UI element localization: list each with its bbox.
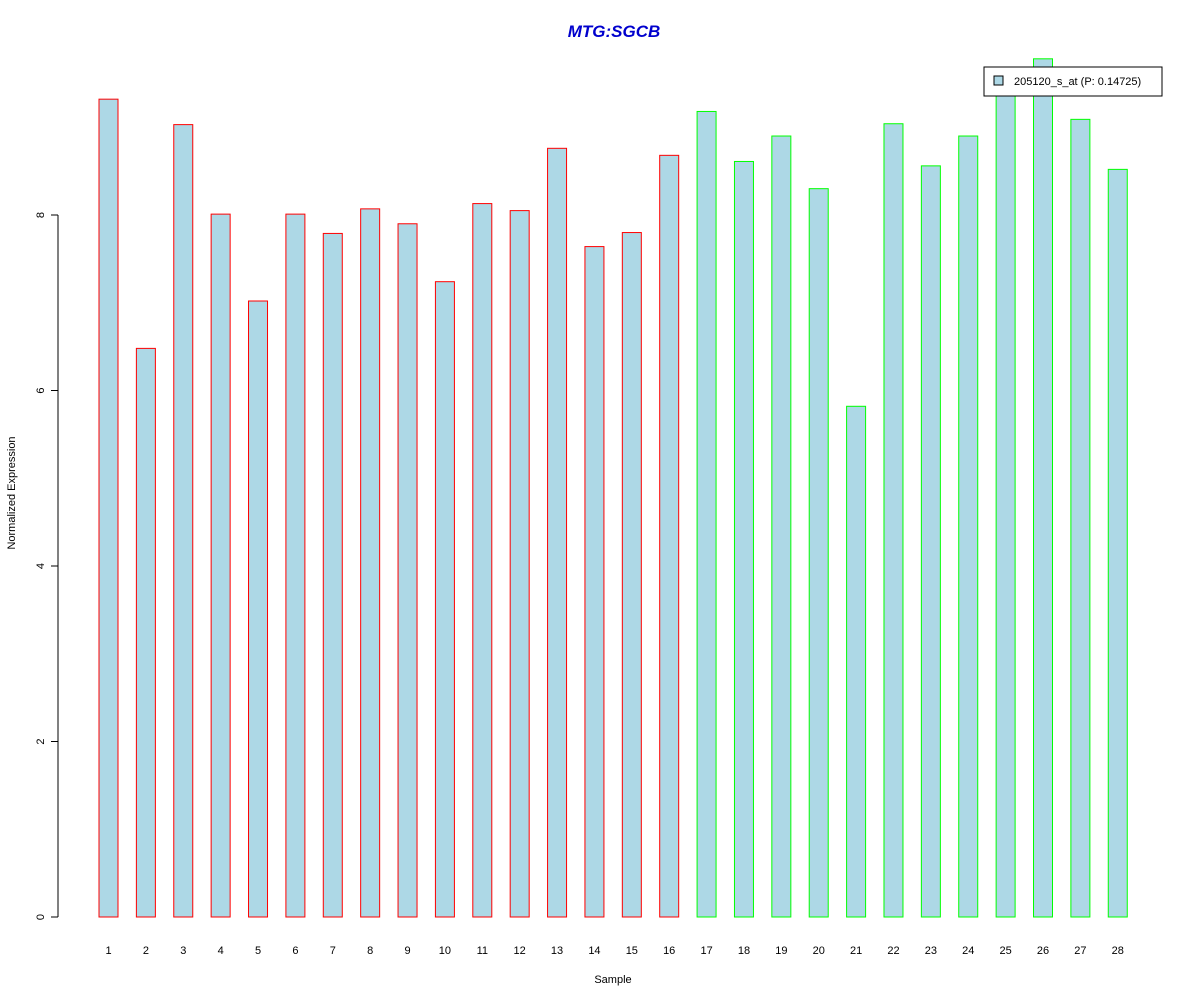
x-tick-label: 4 (218, 945, 224, 957)
bar-sample-9 (397, 223, 418, 918)
x-tick-label: 5 (255, 945, 261, 957)
bar-sample-20 (808, 188, 829, 918)
x-tick-label: 3 (180, 945, 186, 957)
y-tick-label: 0 (35, 914, 47, 920)
y-axis-label: Normalized Expression (6, 436, 18, 549)
bar-sample-1 (98, 98, 119, 918)
bar-sample-6 (285, 213, 306, 918)
x-tick-label: 28 (1112, 945, 1124, 957)
bar-sample-4 (210, 213, 231, 918)
y-tick-label: 8 (35, 212, 47, 218)
bar-sample-23 (920, 165, 941, 918)
y-tick-label: 4 (35, 563, 47, 569)
bar-sample-12 (509, 210, 530, 918)
legend-entry: 205120_s_at (P: 0.14725) (1014, 76, 1141, 88)
bar-sample-18 (733, 160, 754, 918)
bar-sample-19 (771, 135, 792, 918)
x-tick-label: 25 (999, 945, 1011, 957)
bar-sample-27 (1070, 118, 1091, 918)
x-axis-label: Sample (594, 974, 631, 986)
legend: 205120_s_at (P: 0.14725) (983, 66, 1163, 97)
x-tick-label: 27 (1074, 945, 1086, 957)
y-tick-label: 6 (35, 387, 47, 393)
bar-sample-25 (995, 73, 1016, 918)
x-tick-label: 1 (105, 945, 111, 957)
x-tick-label: 19 (775, 945, 787, 957)
bar-sample-28 (1107, 168, 1128, 918)
bar-sample-16 (659, 154, 680, 918)
bar-sample-10 (434, 281, 455, 918)
x-tick-label: 22 (887, 945, 899, 957)
x-tick-label: 24 (962, 945, 974, 957)
chart-title: MTG:SGCB (568, 22, 661, 41)
bar-sample-14 (584, 246, 605, 918)
x-tick-label: 6 (292, 945, 298, 957)
x-tick-label: 20 (813, 945, 825, 957)
x-tick-label: 11 (477, 945, 488, 957)
bars-group (98, 58, 1128, 918)
legend-swatch (993, 75, 1004, 86)
bar-sample-26 (1033, 58, 1053, 918)
bar-sample-5 (248, 300, 269, 918)
bar-sample-8 (360, 208, 381, 918)
bar-sample-7 (322, 232, 343, 918)
x-tick-label: 18 (738, 945, 750, 957)
x-tick-label: 9 (404, 945, 410, 957)
bar-sample-22 (883, 123, 904, 918)
bar-sample-3 (173, 124, 194, 918)
x-tick-label: 23 (925, 945, 937, 957)
bar-sample-15 (621, 232, 642, 918)
x-tick-label: 13 (551, 945, 563, 957)
x-tick-label: 26 (1037, 945, 1049, 957)
x-tick-label: 14 (588, 945, 600, 957)
y-tick-label: 2 (35, 738, 47, 744)
bar-sample-17 (696, 110, 717, 918)
x-tick-label: 17 (700, 945, 712, 957)
x-tick-label: 8 (367, 945, 373, 957)
bar-sample-24 (958, 135, 979, 918)
y-axis: 0 2 4 6 8 (35, 212, 59, 920)
x-tick-label: 21 (850, 945, 862, 957)
bar-sample-2 (135, 347, 156, 918)
x-tick-label: 7 (330, 945, 336, 957)
bar-sample-11 (472, 203, 493, 918)
x-tick-label: 15 (626, 945, 638, 957)
x-tick-label: 16 (663, 945, 675, 957)
x-tick-label: 12 (514, 945, 526, 957)
legend-box (983, 66, 1163, 97)
bar-sample-21 (846, 405, 867, 918)
x-tick-label: 10 (439, 945, 451, 957)
x-tick-label: 2 (143, 945, 149, 957)
bar-sample-13 (547, 147, 568, 918)
x-tick-labels: 1 2 3 4 5 6 7 8 9 10 11 12 13 14 15 16 17 18 19 20 21 22 23 24 2… (105, 945, 1123, 957)
